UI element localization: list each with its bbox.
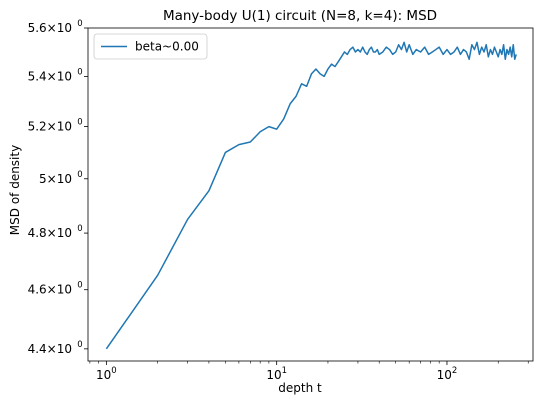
y-tick-exponent: 0 [77,19,82,29]
y-tick-exponent: 0 [77,170,82,180]
legend-label: beta~0.00 [135,40,199,54]
y-tick-label: 5.2×10 [28,120,72,134]
plot-area: 100 101 102 4.4×10 0 4.6×10 0 4.8×10 0 5×10 0 5.2×1… [28,19,534,382]
legend-box [93,33,208,60]
series-line-0 [105,41,517,350]
y-tick-exponent: 0 [77,281,82,291]
y-tick-label: 5.6×10 [28,21,72,35]
x-tick-label: 101 [266,366,287,382]
axis-ticks: 100 101 102 4.4×10 0 4.6×10 0 4.8×10 0 5×10 0 5.2×1… [28,19,529,382]
y-tick-exponent: 0 [77,224,82,234]
x-tick-label: 100 [96,366,117,382]
y-tick-label: 5×10 [39,172,72,186]
y-tick-exponent: 0 [77,340,82,350]
y-tick-exponent: 0 [77,67,82,77]
y-tick-label: 4.4×10 [28,342,72,356]
legend: beta~0.00 [93,33,208,60]
y-tick-label: 4.6×10 [28,283,72,297]
x-axis-label: depth t [278,381,322,395]
y-tick-label: 4.8×10 [28,226,72,240]
axes-frame [87,27,534,362]
y-axis-label: MSD of density [8,145,22,235]
x-tick-label: 102 [437,366,458,382]
y-tick-label: 5.4×10 [28,69,72,83]
chart-title: Many-body U(1) circuit (N=8, k=4): MSD [163,8,437,24]
y-tick-exponent: 0 [77,118,82,128]
